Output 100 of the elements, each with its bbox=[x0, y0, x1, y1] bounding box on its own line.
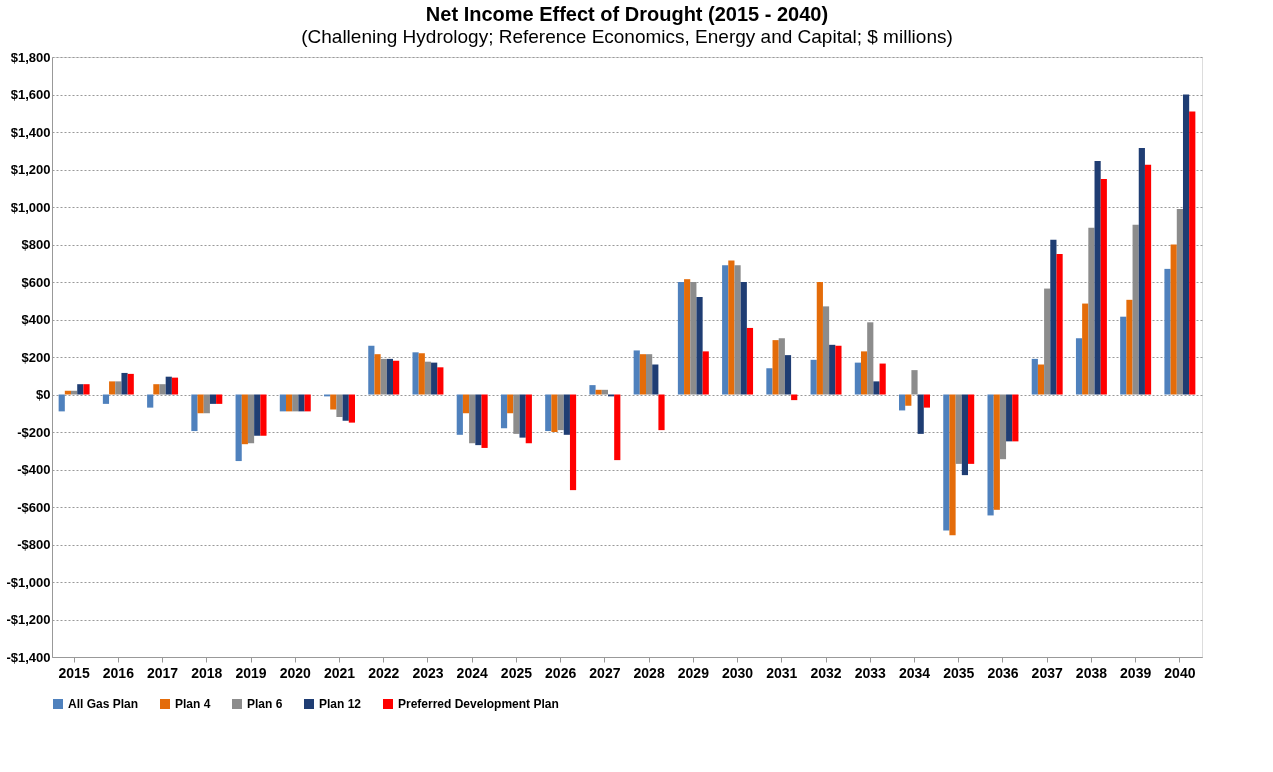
bar bbox=[943, 394, 950, 531]
bar bbox=[614, 394, 621, 461]
bar bbox=[999, 394, 1007, 460]
bar bbox=[500, 394, 508, 429]
bar bbox=[589, 385, 596, 395]
x-tick-label: 2022 bbox=[368, 664, 400, 681]
bar bbox=[431, 362, 438, 395]
y-tick-label: $1,400 bbox=[10, 124, 51, 140]
bar bbox=[260, 394, 267, 436]
bar bbox=[601, 389, 608, 395]
bar bbox=[899, 394, 906, 411]
bar bbox=[393, 360, 400, 395]
bar bbox=[336, 394, 343, 417]
bar bbox=[854, 362, 861, 395]
y-tick-label: $600 bbox=[21, 274, 51, 290]
bar bbox=[961, 394, 969, 476]
bar bbox=[342, 394, 349, 421]
legend-label: Plan 12 bbox=[319, 697, 362, 711]
bar bbox=[285, 394, 293, 412]
bar bbox=[424, 361, 432, 395]
bar bbox=[171, 377, 179, 395]
bar bbox=[557, 394, 564, 431]
bar bbox=[905, 394, 912, 406]
x-tick-label: 2018 bbox=[191, 664, 223, 681]
bar bbox=[1126, 299, 1133, 395]
bar bbox=[77, 384, 84, 395]
bar bbox=[368, 345, 375, 395]
bar bbox=[525, 394, 532, 444]
y-tick-label: $1,000 bbox=[10, 199, 51, 215]
x-tick-label: 2035 bbox=[943, 664, 975, 681]
bar bbox=[235, 394, 242, 462]
x-tick-label: 2024 bbox=[456, 664, 488, 681]
bar bbox=[1170, 244, 1177, 395]
bar bbox=[949, 394, 956, 536]
bar bbox=[1164, 268, 1171, 395]
bar bbox=[563, 394, 570, 435]
bar bbox=[374, 354, 381, 395]
legend-label: Plan 6 bbox=[247, 697, 283, 711]
y-tick-label: $200 bbox=[21, 349, 51, 365]
bar bbox=[1050, 239, 1057, 395]
bar bbox=[816, 282, 823, 395]
x-tick-label: 2032 bbox=[810, 664, 842, 681]
y-tick-label: $0 bbox=[36, 387, 51, 402]
bar bbox=[386, 358, 394, 395]
bar bbox=[646, 354, 653, 395]
x-tick-label: 2030 bbox=[722, 664, 754, 681]
bar bbox=[1144, 164, 1152, 395]
y-tick-label: -$800 bbox=[17, 537, 51, 552]
y-tick-label: $800 bbox=[21, 237, 51, 252]
bar bbox=[437, 367, 444, 395]
bar bbox=[696, 297, 703, 395]
bar bbox=[1176, 208, 1183, 395]
legend-label: All Gas Plan bbox=[68, 697, 139, 711]
bar bbox=[481, 394, 488, 448]
bar bbox=[1012, 394, 1019, 442]
bar bbox=[115, 381, 122, 395]
bar bbox=[1182, 94, 1190, 395]
legend-label: Plan 4 bbox=[175, 697, 211, 711]
x-tick-label: 2029 bbox=[677, 664, 710, 681]
bar bbox=[165, 376, 172, 395]
bar bbox=[1132, 224, 1139, 395]
y-tick-label: -$200 bbox=[17, 424, 51, 440]
bar bbox=[475, 394, 482, 446]
bar bbox=[746, 327, 754, 395]
y-tick-label: -$400 bbox=[17, 462, 51, 477]
x-tick-label: 2039 bbox=[1120, 664, 1152, 681]
bar bbox=[412, 352, 419, 395]
bar bbox=[677, 282, 685, 395]
x-tick-label: 2017 bbox=[147, 664, 179, 681]
bar bbox=[734, 265, 741, 395]
x-tick-label: 2028 bbox=[633, 664, 665, 681]
bar bbox=[159, 384, 166, 395]
bar bbox=[1094, 161, 1101, 395]
bar bbox=[690, 282, 697, 395]
bar bbox=[873, 381, 880, 395]
bar bbox=[879, 363, 886, 395]
x-tick-label: 2026 bbox=[545, 664, 577, 681]
bar bbox=[209, 394, 217, 404]
y-tick-label: -$1,400 bbox=[6, 649, 51, 665]
bar bbox=[127, 373, 134, 395]
bar bbox=[203, 394, 210, 414]
y-tick-label: -$600 bbox=[17, 499, 51, 515]
bar bbox=[191, 394, 198, 432]
bar bbox=[519, 394, 526, 438]
bar bbox=[298, 394, 305, 412]
bar bbox=[652, 364, 659, 395]
bar bbox=[569, 394, 577, 491]
bar bbox=[292, 394, 299, 412]
x-tick-label: 2034 bbox=[898, 664, 931, 681]
bar bbox=[1189, 111, 1196, 395]
bar bbox=[822, 306, 830, 395]
bar bbox=[1031, 358, 1038, 395]
bar bbox=[58, 394, 65, 412]
bar bbox=[684, 279, 691, 395]
bar bbox=[216, 394, 223, 404]
bar bbox=[241, 394, 248, 445]
y-tick-label: $1,200 bbox=[10, 162, 51, 177]
bar bbox=[1044, 288, 1051, 395]
bar bbox=[1006, 394, 1013, 442]
x-tick-label: 2037 bbox=[1031, 664, 1063, 681]
